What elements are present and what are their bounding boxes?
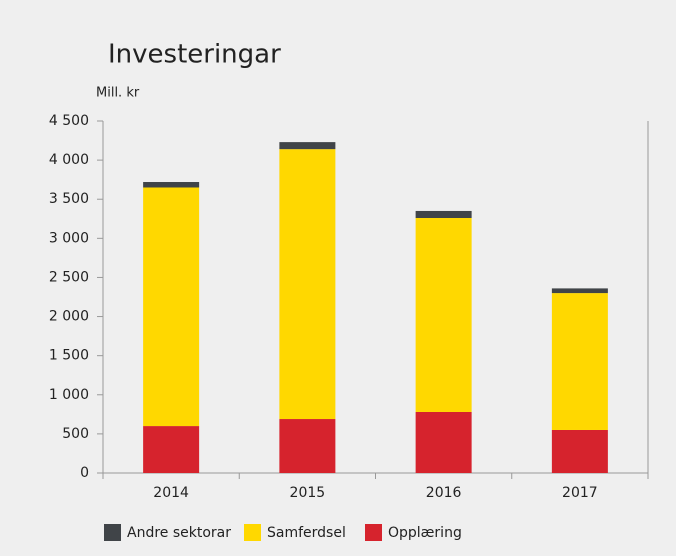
legend-label: Andre sektorar — [127, 525, 231, 541]
x-tick-label: 2016 — [426, 485, 462, 501]
bar-segment — [143, 426, 200, 473]
y-tick-label: 3 500 — [49, 191, 89, 207]
y-tick-label: 1 500 — [49, 348, 89, 364]
y-tick-label: 500 — [62, 426, 89, 442]
y-tick-label: 1 000 — [49, 387, 89, 403]
legend-swatch — [365, 524, 382, 541]
bar-segment — [415, 210, 472, 218]
y-tick-label: 4 500 — [49, 113, 89, 129]
bar-segment — [279, 419, 336, 473]
bar-segment — [143, 182, 200, 188]
x-tick-label: 2015 — [290, 485, 326, 501]
y-tick-label: 2 000 — [49, 309, 89, 325]
x-tick-label: 2014 — [153, 485, 189, 501]
y-tick-label: 0 — [80, 465, 89, 481]
legend-label: Samferdsel — [267, 525, 346, 541]
bar-segment — [279, 149, 336, 420]
y-axis-label: Mill. kr — [96, 86, 140, 101]
legend-swatch — [104, 524, 121, 541]
bar-segment — [551, 293, 608, 430]
x-tick-label: 2017 — [562, 485, 598, 501]
bar-segment — [415, 217, 472, 412]
bar-segment — [143, 187, 200, 427]
y-tick-label: 3 000 — [49, 230, 89, 246]
y-tick-label: 4 000 — [49, 152, 89, 168]
bar-segment — [279, 142, 336, 150]
bar-segment — [551, 429, 608, 473]
bar-segment — [551, 288, 608, 294]
bar-segment — [415, 411, 472, 473]
legend-swatch — [244, 524, 261, 541]
y-tick-label: 2 500 — [49, 269, 89, 285]
legend-label: Opplæring — [388, 525, 462, 541]
chart-title: Investeringar — [108, 40, 281, 70]
